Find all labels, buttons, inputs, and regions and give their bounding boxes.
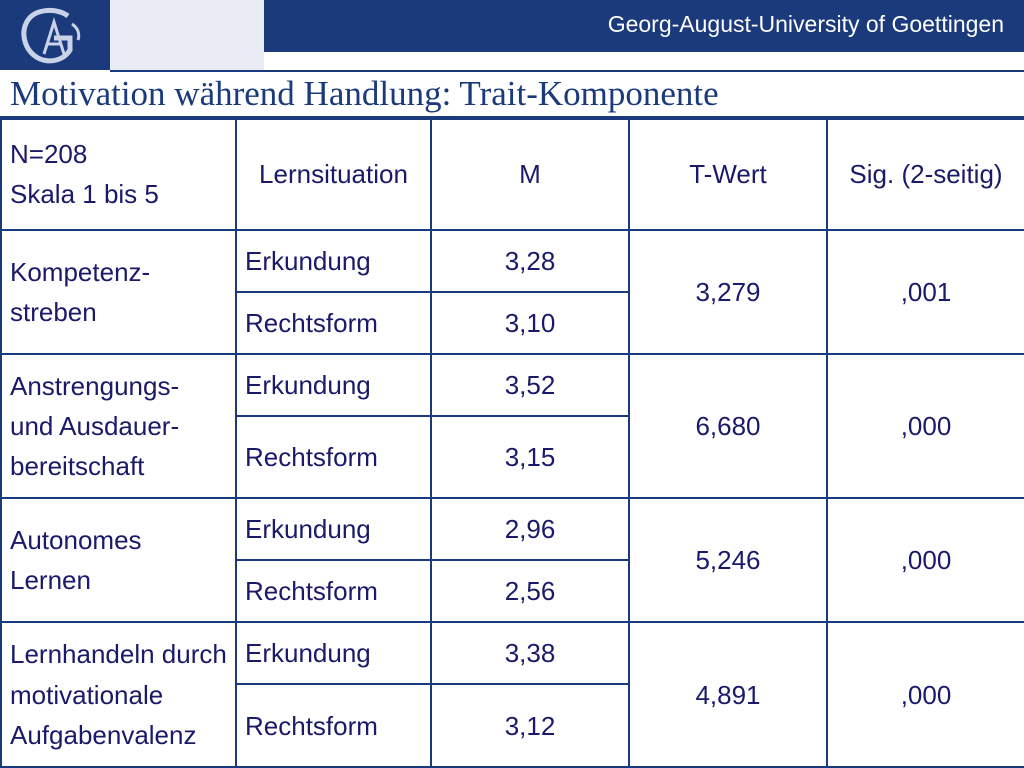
situation-cell: Erkundung [235, 352, 432, 417]
table-row: Rechtsform 3,10 [1, 290, 1024, 355]
situation-cell: Rechtsform [235, 290, 432, 355]
column-header-situation: Lernsituation [235, 118, 432, 231]
situation-cell: Erkundung [235, 497, 432, 562]
situation-cell: Erkundung [235, 621, 432, 686]
group-label: Kompetenz-streben [0, 228, 237, 355]
mean-cell: 3,52 [430, 352, 630, 417]
mean-cell: 3,28 [430, 228, 630, 293]
situation-cell: Rechtsform [235, 414, 432, 500]
university-seal-icon [21, 8, 81, 64]
header-divider [110, 70, 1024, 72]
table-row: Autonomes Lernen Erkundung 2,96 5,246 ,0… [0, 497, 1024, 624]
significance-cell: ,000 [826, 352, 1024, 500]
significance-cell: ,001 [826, 228, 1024, 355]
page-title: Motivation während Handlung: Trait-Kompo… [10, 74, 719, 113]
table-row: Rechtsform 3,12 [1, 683, 1024, 768]
t-value-cell: 6,680 [628, 352, 828, 500]
mean-cell: 2,96 [430, 497, 630, 562]
mean-cell: 3,15 [430, 414, 630, 500]
table-row: Rechtsform 2,56 [1, 559, 1024, 624]
table-row: Kompetenz-streben Erkundung 3,28 3,279 ,… [0, 228, 1024, 355]
situation-cell: Rechtsform [235, 559, 432, 624]
header-accent-band [110, 0, 264, 70]
column-header-t-value: T-Wert [628, 118, 828, 231]
group-label: Autonomes Lernen [0, 497, 237, 624]
title-divider [0, 116, 1024, 118]
mean-cell: 3,12 [430, 683, 630, 768]
scale-label: Skala 1 bis 5 [10, 179, 159, 210]
mean-cell: 2,56 [430, 559, 630, 624]
situation-cell: Rechtsform [235, 683, 432, 768]
table-info-cell: N=208 Skala 1 bis 5 [0, 118, 237, 231]
group-label: Lernhandeln durch motivationale Aufgaben… [0, 621, 237, 768]
significance-cell: ,000 [826, 497, 1024, 624]
mean-cell: 3,10 [430, 290, 630, 355]
situation-cell: Erkundung [235, 228, 432, 293]
sample-size-label: N=208 [10, 139, 88, 170]
table-row: Rechtsform 3,15 [1, 414, 1024, 500]
table-row: Anstrengungs- und Ausdauer-bereitschaft … [0, 352, 1024, 500]
t-value-cell: 5,246 [628, 497, 828, 624]
university-logo [0, 0, 110, 70]
table-row: Lernhandeln durch motivationale Aufgaben… [0, 621, 1024, 768]
results-table: N=208 Skala 1 bis 5 Lernsituation M T-We… [0, 118, 1024, 768]
group-label: Anstrengungs- und Ausdauer-bereitschaft [0, 352, 237, 500]
table-header-row: N=208 Skala 1 bis 5 Lernsituation M T-We… [0, 118, 1024, 231]
column-header-mean: M [430, 118, 630, 231]
t-value-cell: 4,891 [628, 621, 828, 768]
column-header-significance: Sig. (2-seitig) [826, 118, 1024, 231]
mean-cell: 3,38 [430, 621, 630, 686]
significance-cell: ,000 [826, 621, 1024, 768]
t-value-cell: 3,279 [628, 228, 828, 355]
institution-name: Georg-August-University of Goettingen [607, 11, 1004, 37]
header-bar [264, 0, 1024, 52]
